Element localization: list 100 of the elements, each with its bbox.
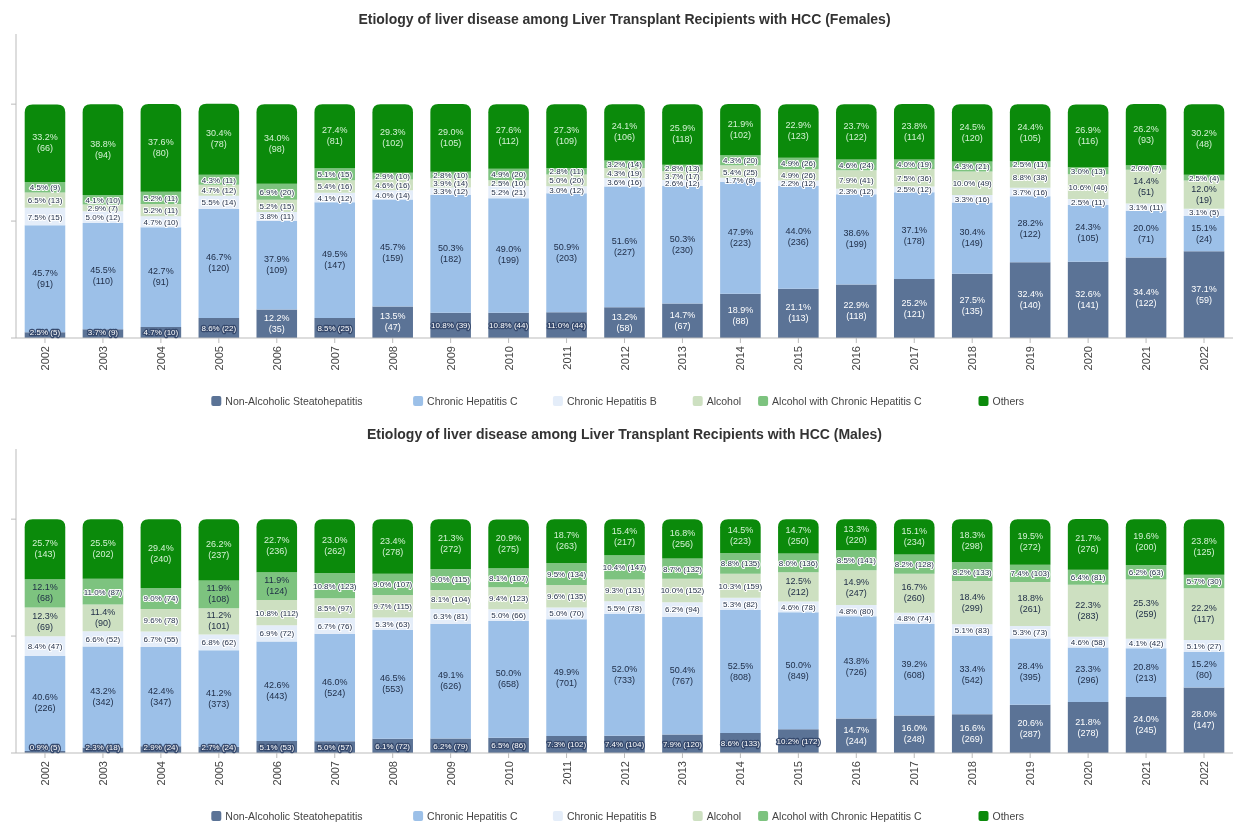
data-label: 50.9% (203) — [553, 241, 580, 263]
bar — [1067, 104, 1109, 168]
data-label: 38.8% (94) — [90, 138, 116, 160]
data-label: 49.5% (147) — [321, 249, 348, 271]
bar — [546, 619, 587, 736]
data-label: 33.2% (66) — [32, 132, 58, 154]
legend-label: Alcohol with Chronic Hepatitis C — [772, 395, 922, 407]
legend-label: Alcohol with Chronic Hepatitis C — [772, 810, 922, 822]
bar — [1009, 638, 1051, 705]
data-label: 3.2% (14) — [607, 160, 643, 170]
bar — [314, 202, 356, 319]
data-label: 7.5% (36) — [896, 173, 932, 183]
data-label: 2.3% (12) — [838, 187, 874, 197]
data-label: 5.1% (27) — [1186, 642, 1222, 652]
data-label: 4.5% (9) — [29, 183, 61, 193]
bar — [778, 104, 819, 158]
bar — [1183, 519, 1225, 575]
data-label: 45.5% (110) — [90, 265, 116, 287]
data-label: 45.7% (91) — [32, 267, 58, 289]
x-tick-label: 2018 — [966, 346, 979, 371]
x-tick-label: 2015 — [792, 346, 805, 371]
data-label: 27.3% (109) — [553, 125, 580, 147]
x-tick-label: 2022 — [1198, 761, 1211, 786]
data-label: 6.5% (13) — [27, 196, 63, 206]
data-label: 5.3% (82) — [723, 599, 759, 609]
data-label: 37.1% (59) — [1191, 283, 1217, 305]
data-label: 6.9% (72) — [259, 629, 295, 639]
x-tick-label: 2010 — [502, 761, 515, 786]
bar — [1067, 518, 1109, 570]
data-label: 2.9% (7) — [87, 203, 119, 213]
x-tick-label: 2015 — [792, 761, 805, 786]
data-label: 8.1% (104) — [431, 595, 471, 605]
data-label: 24.4% (105) — [1017, 121, 1043, 143]
bar — [836, 616, 877, 719]
bar — [893, 623, 935, 716]
bar — [488, 104, 529, 169]
bar — [256, 104, 298, 184]
data-label: 8.2% (133) — [952, 567, 993, 577]
data-label: 10.8% (44) — [489, 321, 529, 331]
data-label: 23.7% (122) — [843, 120, 870, 142]
x-tick-label: 2019 — [1024, 761, 1037, 786]
data-label: 4.9% (26) — [781, 159, 817, 169]
data-label: 19.5% (272) — [1017, 530, 1043, 552]
data-label: 45.7% (159) — [379, 242, 406, 263]
data-label: 52.5% (808) — [727, 660, 754, 682]
data-label: 14.4% (51) — [1133, 175, 1159, 197]
data-label: 29.3% (102) — [379, 127, 406, 149]
data-label: 4.7% (12) — [201, 186, 237, 196]
data-label: 7.3% (102) — [546, 740, 587, 750]
legend-label: Chronic Hepatitis B — [566, 395, 657, 407]
data-label: 2.9% (10) — [375, 172, 411, 182]
data-label: 2.9% (24) — [143, 743, 179, 752]
bar — [1183, 588, 1225, 641]
data-label: 2.5% (10) — [491, 179, 527, 189]
data-label: 15.1% (24) — [1191, 222, 1217, 244]
data-label: 4.3% (21) — [954, 162, 990, 172]
x-tick-label: 2021 — [1140, 761, 1153, 786]
data-label: 11.4% (90) — [90, 606, 116, 628]
data-label: 21.1% (113) — [785, 302, 812, 324]
data-label: 41.2% (373) — [206, 687, 232, 709]
bar — [546, 519, 587, 563]
data-label: 4.0% (14) — [375, 190, 411, 200]
bar — [951, 636, 993, 715]
legend-label: Chronic Hepatitis B — [566, 810, 657, 822]
data-label: 4.8% (80) — [838, 606, 874, 616]
data-label: 25.3% (259) — [1133, 598, 1159, 620]
data-label: 6.3% (81) — [433, 612, 469, 622]
data-label: 9.5% (134) — [546, 569, 587, 579]
bar — [836, 284, 877, 338]
bar — [488, 620, 529, 738]
data-label: 13.5% (47) — [379, 311, 406, 333]
data-label: 4.6% (78) — [781, 602, 817, 612]
data-label: 5.5% (78) — [607, 603, 643, 613]
data-label: 6.1% (72) — [375, 741, 411, 751]
data-label: 37.6% (80) — [148, 136, 174, 158]
bar — [256, 641, 298, 742]
data-label: 10.0% (49) — [952, 179, 993, 189]
data-label: 46.0% (524) — [321, 676, 348, 698]
data-label: 6.4% (81) — [1070, 573, 1106, 583]
data-label: 22.9% (123) — [785, 119, 812, 141]
x-tick-label: 2020 — [1082, 761, 1095, 786]
legend-label: Alcohol — [706, 810, 742, 822]
data-label: 21.3% (272) — [437, 533, 464, 555]
data-label: 2.8% (13) — [665, 163, 701, 173]
data-label: 6.9% (20) — [259, 187, 295, 197]
data-label: 38.6% (199) — [843, 228, 870, 250]
data-label: 5.2% (11) — [143, 206, 179, 216]
data-label: 16.0% (248) — [901, 723, 928, 745]
data-label: 28.4% (395) — [1017, 660, 1043, 682]
data-label: 9.6% (135) — [546, 592, 587, 602]
data-label: 21.8% (278) — [1075, 716, 1101, 738]
data-label: 46.5% (553) — [379, 673, 406, 695]
data-label: 49.9% (701) — [553, 666, 580, 688]
bar — [140, 103, 182, 192]
data-label: 3.6% (16) — [607, 178, 643, 188]
legend-label: Alcohol — [706, 395, 742, 407]
data-label: 12.5% (212) — [785, 575, 812, 597]
data-label: 3.7% (16) — [1012, 187, 1048, 197]
data-label: 9.4% (123) — [489, 594, 529, 604]
data-label: 9.3% (131) — [604, 586, 645, 596]
